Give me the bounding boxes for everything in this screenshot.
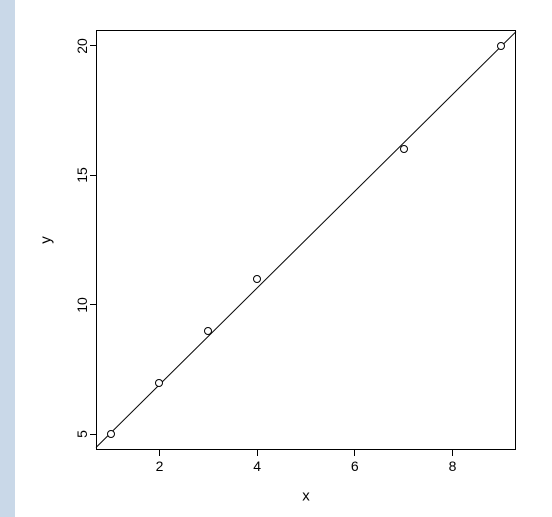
x-tick-label: 2 (156, 458, 164, 474)
chart-container: y x 5 10 15 20 2 4 6 8 (0, 0, 552, 517)
x-tick-label: 8 (449, 458, 457, 474)
y-tick-label: 5 (74, 431, 90, 439)
x-tick-label: 4 (253, 458, 261, 474)
y-tick-mark (90, 45, 96, 46)
x-tick-label: 6 (351, 458, 359, 474)
y-tick-mark (90, 175, 96, 176)
x-tick-mark (159, 450, 160, 456)
y-tick-label: 15 (74, 167, 90, 183)
x-tick-mark (354, 450, 355, 456)
y-tick-mark (90, 434, 96, 435)
y-axis-label: y (38, 236, 55, 244)
x-axis-label: x (302, 488, 310, 505)
y-tick-label: 10 (74, 297, 90, 313)
scatter-point (400, 145, 408, 153)
left-margin-strip (0, 0, 15, 517)
x-tick-mark (452, 450, 453, 456)
y-tick-mark (90, 304, 96, 305)
scatter-point (497, 42, 505, 50)
scatter-point (253, 275, 261, 283)
x-tick-mark (257, 450, 258, 456)
y-tick-label: 20 (74, 38, 90, 54)
